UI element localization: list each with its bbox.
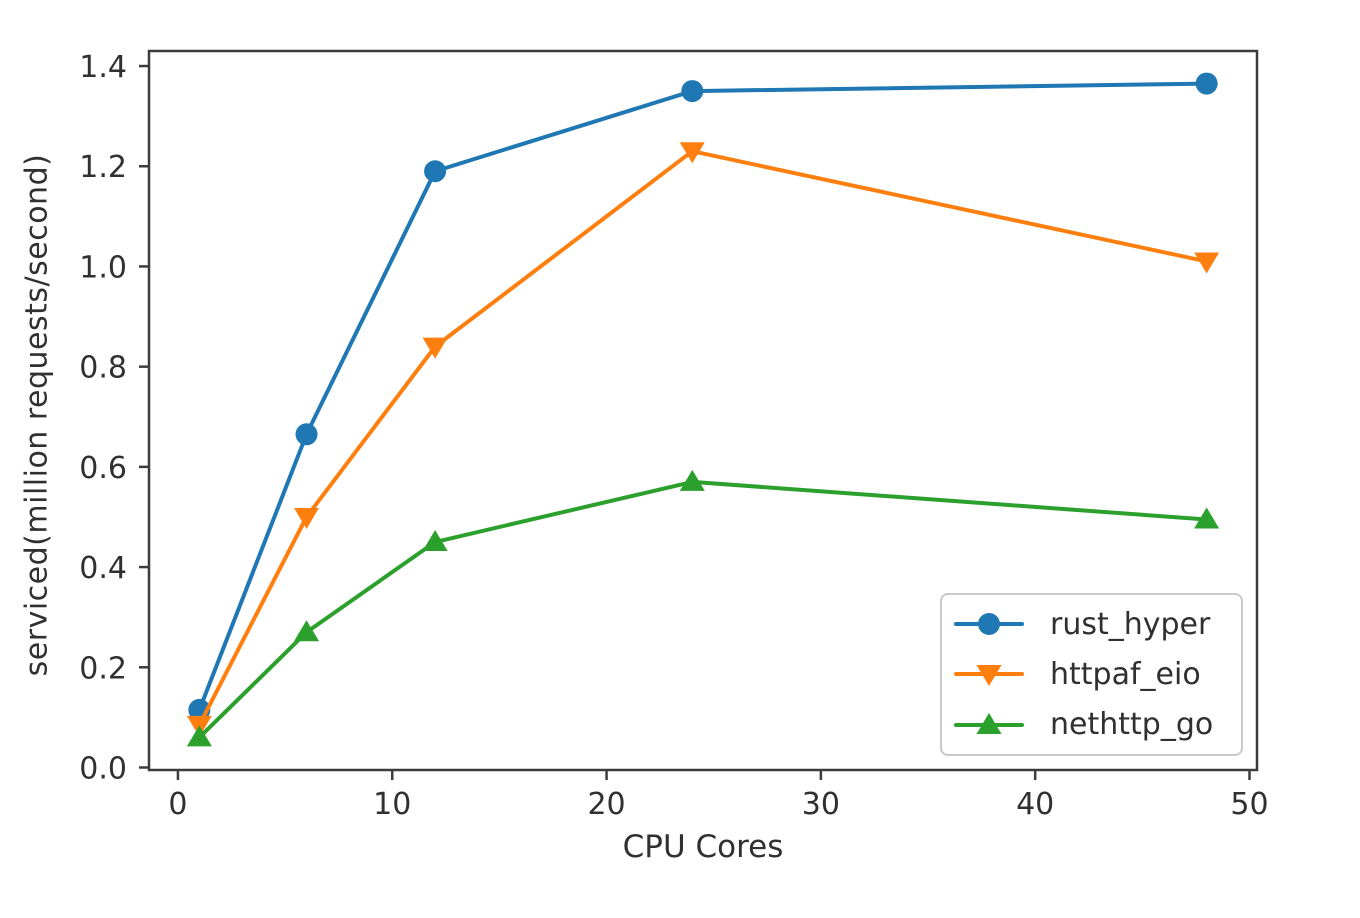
y-tick-label: 1.4 bbox=[79, 50, 127, 85]
series-nethttp_go bbox=[186, 469, 1220, 747]
plot-border bbox=[147, 49, 1259, 772]
x-axis-label: CPU Cores bbox=[622, 829, 784, 865]
legend-label: rust_hyper bbox=[1050, 606, 1211, 642]
x-tick-label: 20 bbox=[587, 787, 625, 822]
triangle-up-marker bbox=[1194, 507, 1220, 529]
legend-marker-sample bbox=[954, 665, 1024, 687]
circle-marker bbox=[978, 613, 1000, 636]
legend-entry-httpaf_eio: httpaf_eio bbox=[953, 657, 1241, 692]
circle-marker bbox=[681, 80, 704, 103]
x-tick-label: 30 bbox=[802, 787, 840, 822]
triangle-up-marker bbox=[976, 712, 1002, 734]
legend-label: httpaf_eio bbox=[1050, 656, 1201, 692]
triangle-down-marker bbox=[1194, 252, 1220, 274]
series-rust_hyper bbox=[188, 72, 1218, 721]
triangle-up-marker bbox=[186, 725, 212, 747]
y-tick-label: 0.8 bbox=[79, 351, 127, 386]
triangle-up-marker bbox=[679, 469, 705, 491]
triangle-down-marker bbox=[422, 337, 448, 359]
y-tick-label: 0.0 bbox=[79, 751, 127, 786]
y-tick-label: 0.6 bbox=[79, 451, 127, 486]
triangle-down-marker bbox=[679, 142, 705, 164]
legend-label: nethttp_go bbox=[1050, 707, 1214, 743]
circle-marker bbox=[1195, 72, 1218, 95]
legend: rust_hyper httpaf_eio nethttp_go bbox=[940, 593, 1243, 756]
triangle-up-marker bbox=[422, 530, 448, 552]
x-tick-label: 50 bbox=[1230, 787, 1268, 822]
legend-entry-nethttp_go: nethttp_go bbox=[953, 707, 1241, 742]
circle-marker bbox=[295, 423, 318, 446]
circle-marker bbox=[424, 160, 447, 183]
y-axis-label: serviced(million requests/second) bbox=[19, 153, 55, 677]
x-tick-label: 10 bbox=[373, 787, 411, 822]
y-tick-label: 1.0 bbox=[79, 250, 127, 285]
x-tick-label: 0 bbox=[168, 787, 187, 822]
legend-marker-sample bbox=[954, 613, 1024, 636]
legend-entry-rust_hyper: rust_hyper bbox=[953, 607, 1241, 642]
triangle-down-marker bbox=[294, 507, 320, 529]
y-tick-label: 0.4 bbox=[79, 551, 127, 586]
x-tick-label: 40 bbox=[1016, 787, 1054, 822]
series-httpaf_eio bbox=[186, 142, 1220, 737]
y-tick-label: 0.2 bbox=[79, 651, 127, 686]
legend-marker-sample bbox=[954, 712, 1024, 734]
triangle-down-marker bbox=[976, 665, 1002, 687]
triangle-up-marker bbox=[294, 620, 320, 642]
y-tick-label: 1.2 bbox=[79, 150, 127, 185]
